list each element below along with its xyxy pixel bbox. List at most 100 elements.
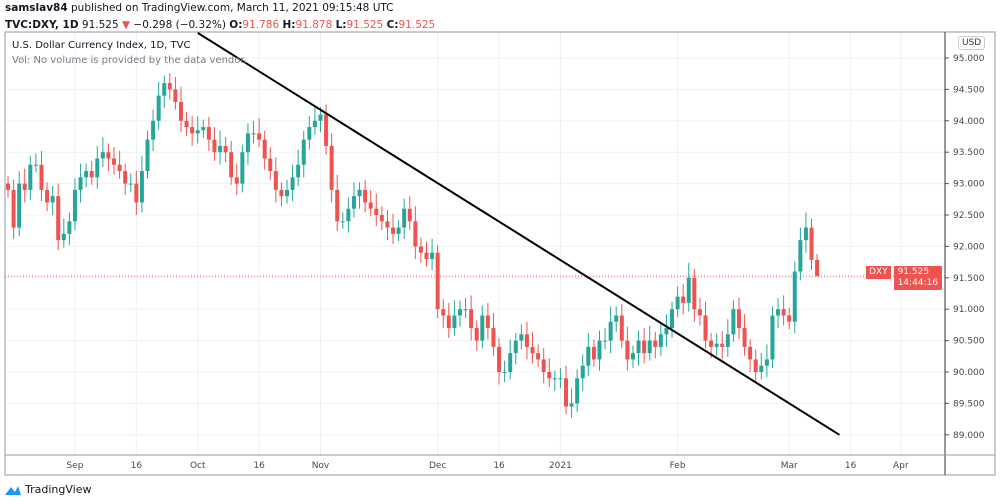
candle-down (446, 315, 451, 329)
candle-down (653, 340, 658, 347)
candle-down (385, 221, 390, 228)
candle-up (764, 359, 769, 366)
candle-up (597, 340, 602, 360)
candle-up (430, 252, 435, 259)
published-text: published on TradingView.com, March 11, … (71, 2, 394, 14)
open-label: O: (229, 19, 243, 31)
candle-down (106, 152, 111, 159)
candle-up (776, 309, 781, 316)
x-tick-label: Dec (429, 461, 446, 471)
candle-up (195, 130, 200, 134)
candle-up (156, 95, 161, 121)
candle-down (681, 296, 686, 303)
candle-down (748, 346, 753, 360)
candle-down (363, 189, 368, 203)
y-tick-label: 95.000 (953, 54, 985, 64)
candle-down (268, 158, 273, 172)
y-tick-label: 90.500 (953, 337, 985, 347)
currency-button[interactable]: USD (958, 36, 986, 50)
author[interactable]: samslav84 (5, 2, 68, 14)
y-tick-label: 90.000 (953, 368, 985, 378)
candle-up (162, 83, 167, 96)
candle-up (575, 378, 580, 404)
candle-down (324, 114, 329, 146)
volume-note: Vol: No volume is provided by the data v… (12, 55, 247, 66)
y-tick-label: 92.000 (953, 242, 985, 252)
y-tick-label: 93.500 (953, 148, 985, 158)
candle-down (736, 309, 741, 329)
candle-down (441, 309, 446, 316)
candle-up (301, 139, 306, 165)
candle-up (346, 208, 351, 222)
trendline (197, 32, 840, 436)
candle-down (379, 215, 384, 222)
candle-up (290, 177, 295, 190)
symbol-tag: DXY (865, 266, 891, 279)
candle-down (6, 183, 10, 190)
chart-legend: U.S. Dollar Currency Index, 1D, TVC Vol:… (12, 38, 247, 68)
candle-up (603, 340, 608, 342)
candle-down (374, 208, 379, 215)
candle-up (759, 365, 764, 372)
candle-up (675, 296, 680, 310)
candle-down (184, 120, 189, 128)
last-price-tag-group: DXY 91.525 14:44:16 (865, 266, 942, 290)
candle-up (201, 127, 206, 131)
candle-down (541, 359, 546, 372)
candle-up (558, 378, 563, 380)
bar-countdown: 14:44:16 (897, 278, 938, 288)
legend-title: U.S. Dollar Currency Index, 1D, TVC (12, 40, 191, 51)
candle-down (89, 171, 94, 178)
candle-up (145, 139, 150, 172)
candle-up (296, 164, 301, 178)
candle-down (709, 340, 714, 347)
candle-up (396, 227, 401, 234)
candle-down (368, 202, 373, 209)
candle-down (173, 89, 178, 102)
candle-down (547, 372, 552, 379)
candle-up (502, 372, 507, 373)
x-tick-label: Feb (670, 461, 686, 471)
candle-up (50, 196, 55, 203)
candle-up (792, 271, 797, 322)
candle-up (686, 277, 691, 303)
candle-down (134, 183, 139, 203)
candle-down (697, 309, 702, 316)
candle-up (100, 152, 105, 159)
candle-down (435, 252, 440, 310)
candlestick-chart[interactable]: 95.000 94.500 94.000 93.500 93.000 92.500 92.0… (0, 0, 1000, 480)
candle-down (720, 343, 725, 347)
candle-down (257, 133, 262, 140)
candle-down (178, 101, 183, 121)
candle-down (742, 328, 747, 347)
candle-up (630, 353, 635, 360)
candle-down (335, 189, 340, 222)
candle-down (123, 171, 128, 184)
candle-up (72, 189, 77, 222)
candle-up (508, 353, 513, 372)
candle-up (61, 233, 66, 241)
candle-up (658, 334, 663, 347)
candle-up (318, 114, 323, 121)
candle-down (491, 328, 496, 347)
candle-down (815, 259, 820, 277)
down-arrow-icon: ▼ (121, 19, 131, 31)
brand-name: TradingView (25, 483, 92, 496)
y-tick-label: 92.500 (953, 211, 985, 221)
candle-down (536, 353, 541, 360)
candle-down (692, 277, 697, 310)
candle-up (519, 334, 524, 341)
symbol-info: TVC:DXY, 1D 91.525 ▼ −0.298 (−0.32%) O:9… (5, 19, 435, 31)
candle-up (457, 309, 462, 316)
x-tick-label: Apr (893, 461, 909, 471)
candle-down (781, 309, 786, 316)
candle-up (240, 152, 245, 184)
candle-down (167, 83, 172, 90)
candle-up (218, 145, 223, 153)
candle-down (787, 315, 792, 322)
candle-down (424, 252, 429, 259)
candle-up (725, 334, 730, 347)
tradingview-logo[interactable]: TradingView (4, 483, 91, 496)
x-tick-label: Nov (312, 461, 330, 471)
chart-frame (4, 31, 996, 476)
